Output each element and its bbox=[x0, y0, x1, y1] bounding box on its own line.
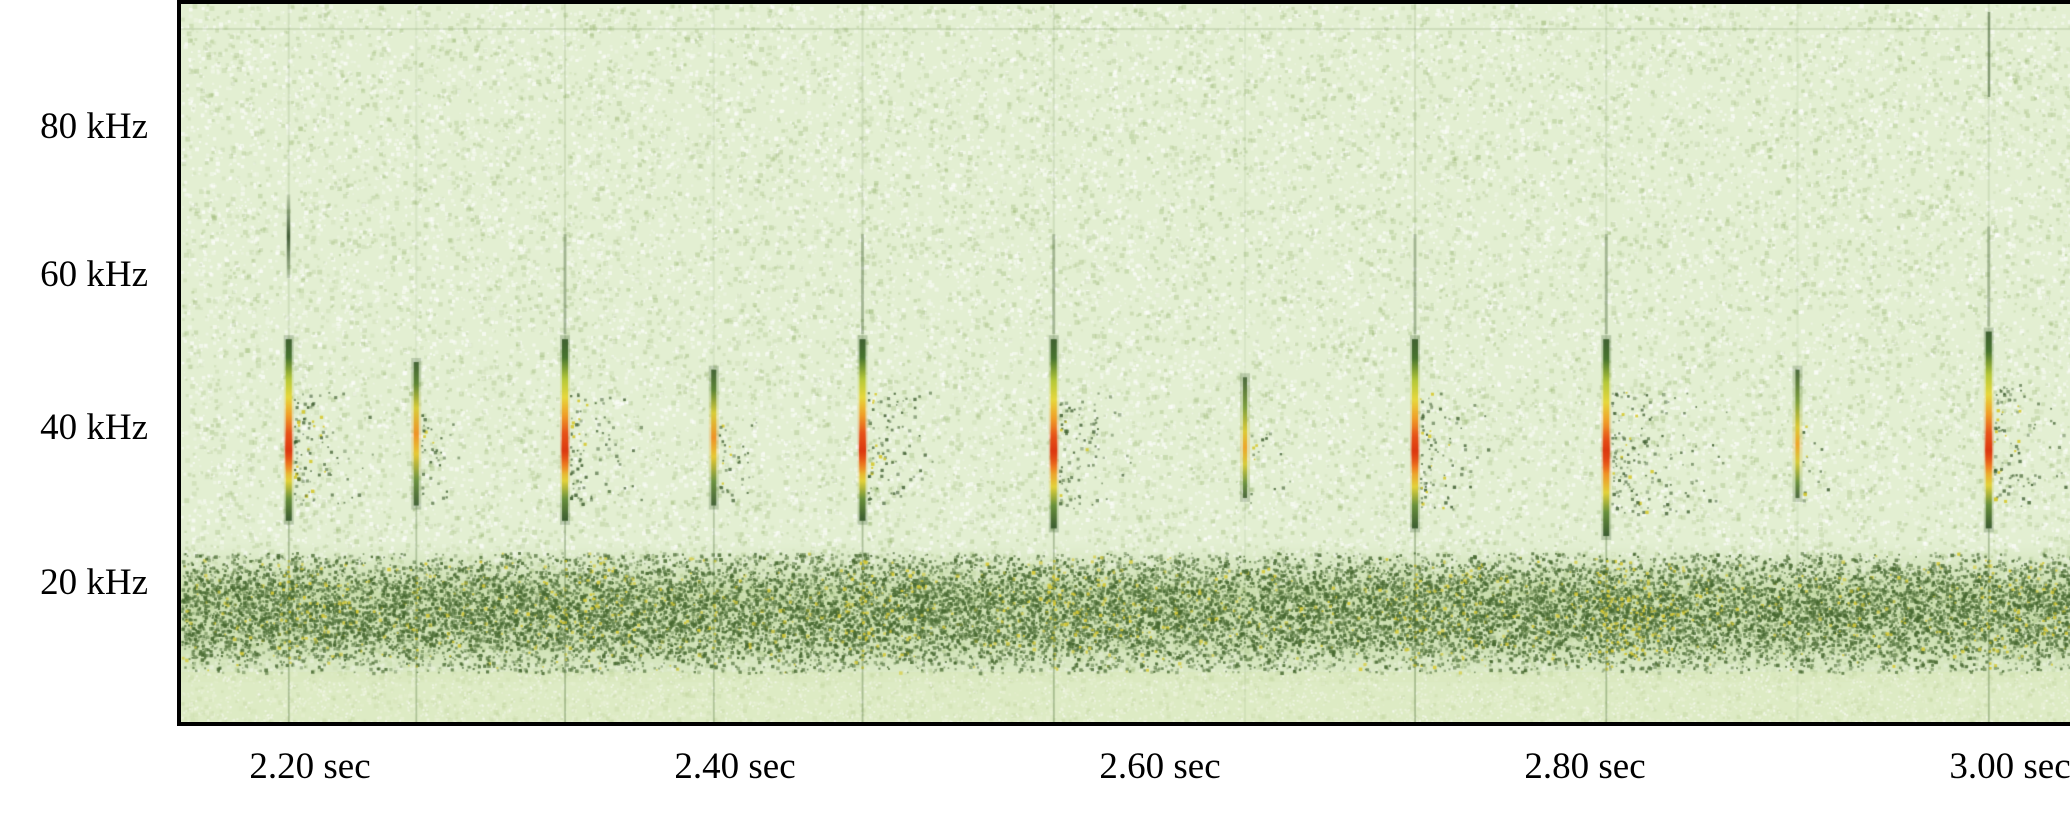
y-tick-40khz: 40 kHz bbox=[40, 407, 148, 448]
y-tick-20khz: 20 kHz bbox=[40, 562, 148, 603]
spectrogram-canvas bbox=[181, 4, 2070, 722]
spectrogram-plot-area bbox=[177, 0, 2070, 726]
x-tick-2-20: 2.20 sec bbox=[249, 746, 371, 787]
x-tick-2-80: 2.80 sec bbox=[1524, 746, 1646, 787]
x-tick-3-00: 3.00 sec bbox=[1949, 746, 2070, 787]
x-tick-2-40: 2.40 sec bbox=[674, 746, 796, 787]
y-tick-80khz: 80 kHz bbox=[40, 106, 148, 147]
y-tick-60khz: 60 kHz bbox=[40, 254, 148, 295]
x-tick-2-60: 2.60 sec bbox=[1099, 746, 1221, 787]
